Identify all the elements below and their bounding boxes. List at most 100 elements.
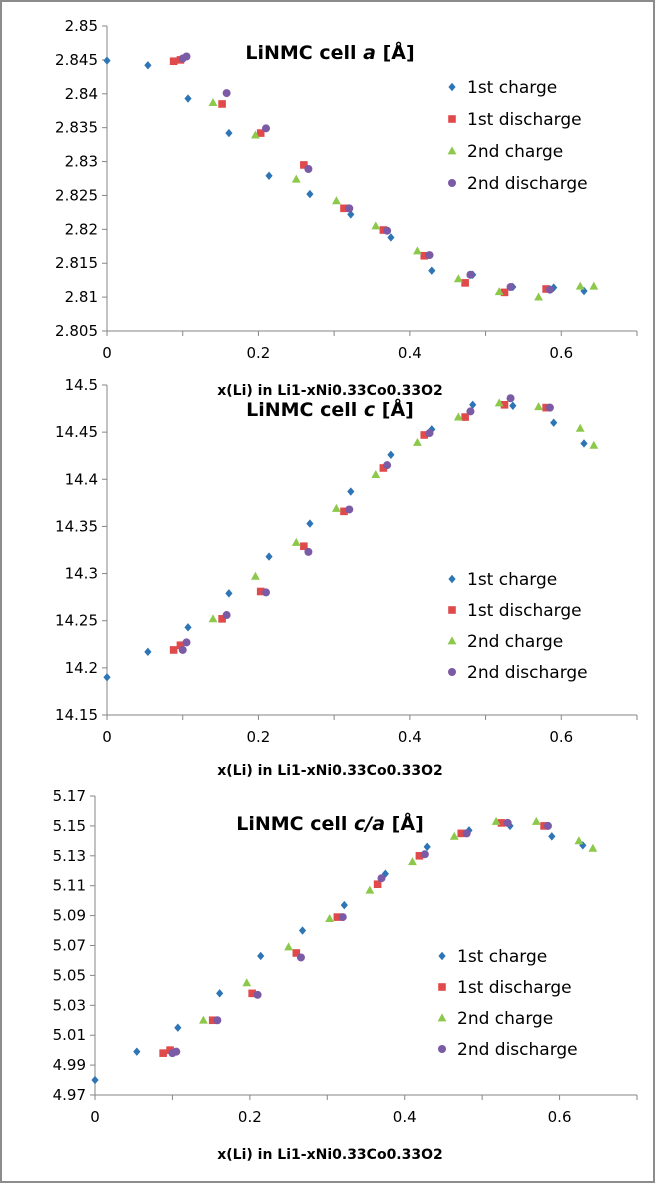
data-point — [174, 1023, 182, 1032]
series-2nd-discharge — [178, 394, 554, 654]
data-point — [300, 161, 308, 169]
data-point — [296, 953, 305, 962]
legend-marker — [438, 951, 446, 961]
data-point — [531, 816, 541, 825]
data-point — [500, 401, 509, 409]
data-point — [491, 816, 501, 825]
chart-title-part: [Å] — [375, 397, 414, 421]
data-point — [256, 129, 265, 137]
x-axis-label: x(Li) in Li1-xNi0.33Co0.33O2 — [217, 383, 443, 399]
data-point — [172, 1047, 181, 1056]
legend-label: 2nd charge — [467, 632, 563, 652]
y-tick-label: 5.09 — [53, 907, 86, 925]
x-tick-label: 0 — [102, 344, 112, 362]
data-point — [345, 505, 354, 514]
x-tick-label: 0 — [102, 728, 112, 746]
data-point — [144, 61, 152, 70]
y-tick-label: 4.99 — [53, 1056, 86, 1074]
y-tick-label: 5.07 — [53, 937, 86, 955]
series-2nd-charge — [208, 97, 599, 301]
data-point — [373, 880, 382, 889]
data-point — [304, 547, 313, 556]
data-point — [208, 97, 218, 106]
chart-title-part: c/a — [354, 813, 385, 835]
series-1st-charge — [103, 400, 588, 682]
data-point — [218, 615, 226, 623]
y-tick-label: 2.845 — [55, 51, 98, 69]
y-tick-label: 5.01 — [53, 1026, 86, 1044]
data-point — [425, 251, 434, 260]
data-point — [218, 100, 226, 108]
data-point — [383, 461, 392, 470]
x-tick-label: 0 — [90, 1108, 100, 1126]
y-tick-label: 2.825 — [55, 186, 98, 204]
x-axis-label: x(Li) in Li1-xNi0.33Co0.33O2 — [217, 763, 443, 779]
data-point — [242, 978, 252, 987]
x-tick-label: 0.6 — [549, 344, 573, 362]
y-tick-label: 2.815 — [55, 254, 98, 272]
x-tick-label: 0.4 — [398, 344, 422, 362]
data-point — [383, 226, 392, 235]
y-tick-label: 5.05 — [53, 966, 86, 984]
data-point — [371, 221, 381, 230]
legend-marker — [448, 179, 456, 187]
data-point — [420, 850, 429, 859]
chart-title-part: [Å] — [376, 40, 415, 64]
data-point — [291, 174, 301, 183]
data-point — [133, 1047, 141, 1056]
data-point — [178, 645, 187, 654]
data-point — [550, 283, 558, 292]
y-tick-label: 5.03 — [53, 996, 86, 1014]
series-2nd-discharge — [168, 818, 552, 1058]
data-point — [182, 638, 191, 647]
legend-marker — [448, 668, 456, 676]
data-point — [300, 542, 308, 551]
x-tick-label: 0.6 — [549, 728, 573, 746]
legend: 1st charge 1st discharge 2nd charge 2nd dis… — [447, 570, 588, 683]
chart-title: LiNMC cell c/a [Å] — [236, 811, 424, 835]
data-point — [338, 913, 347, 922]
data-point — [503, 818, 512, 827]
legend-marker — [448, 115, 456, 123]
x-tick-label: 0.4 — [398, 728, 422, 746]
data-point — [545, 285, 554, 294]
legend-marker — [448, 606, 456, 614]
legend-marker — [448, 574, 456, 584]
data-point — [371, 469, 381, 478]
y-tick-label: 14.45 — [55, 423, 98, 441]
data-point — [292, 949, 301, 957]
y-tick-label: 4.97 — [53, 1086, 86, 1104]
data-point — [304, 165, 313, 174]
data-point — [225, 128, 233, 138]
data-point — [379, 464, 388, 472]
legend-marker — [438, 983, 446, 991]
series-2nd-charge — [199, 816, 598, 1024]
data-point — [500, 288, 509, 297]
y-tick-label: 5.17 — [53, 787, 86, 805]
data-point — [169, 57, 178, 66]
legend-label: 1st discharge — [457, 978, 572, 998]
y-tick-label: 2.82 — [65, 220, 98, 238]
data-point — [208, 614, 218, 623]
data-point — [340, 900, 348, 910]
series-2nd-discharge — [178, 52, 554, 294]
y-tick-label: 2.805 — [55, 322, 98, 340]
legend-label: 1st charge — [457, 947, 547, 967]
chart-title-part: c — [364, 399, 376, 421]
data-point — [169, 646, 178, 654]
data-point — [545, 403, 554, 412]
legend-marker — [447, 146, 457, 155]
chart-title-part: LiNMC cell — [236, 813, 354, 835]
data-point — [332, 503, 341, 512]
data-point — [506, 394, 515, 403]
data-point — [462, 829, 471, 838]
data-point — [103, 673, 111, 682]
chart-title-part: LiNMC cell — [245, 42, 363, 64]
data-point — [222, 611, 231, 620]
series-2nd-charge — [208, 398, 599, 623]
data-point — [159, 1049, 167, 1057]
data-point — [208, 1016, 217, 1025]
x-axis-label: x(Li) in Li1-xNi0.33Co0.33O2 — [217, 1147, 443, 1163]
data-point — [425, 429, 434, 438]
data-point — [347, 487, 355, 496]
